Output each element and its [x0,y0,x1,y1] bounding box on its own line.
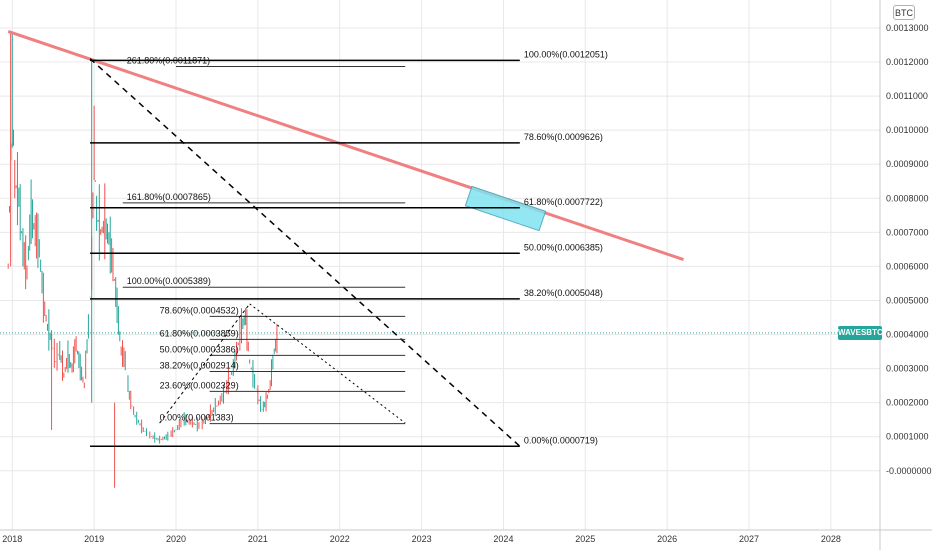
grid-layer [0,0,880,530]
time-tick-label: 2019 [84,534,104,544]
fib-level-label: 0.00%(0.0000719) [524,435,598,445]
fib-extension-label: 100.00%(0.0005389) [127,276,211,286]
time-tick-label: 2026 [657,534,677,544]
time-tick-label: 2027 [739,534,759,544]
trendline[interactable] [7,29,685,262]
small-fib-label: 0.00%(0.0001383) [160,413,234,423]
time-tick-label: 2020 [166,534,186,544]
small-fib-label: 23.60%(0.0002329) [160,380,239,390]
time-tick-label: 2028 [821,534,841,544]
small-fib-label: 61.80%(0.0003859) [160,328,239,338]
fib-extension-label: 261.80%(0.0011871) [127,55,210,65]
fib-level-label: 50.00%(0.0006385) [524,242,603,252]
fib-level-label: 38.20%(0.0005048) [524,288,603,298]
fib-level-label: 61.80%(0.0007722) [524,197,603,207]
price-tick-label: 0.0004000 [886,330,929,340]
price-tick-label: 0.0007000 [886,227,929,237]
time-tick-label: 2025 [575,534,595,544]
time-tick-label: 2021 [248,534,268,544]
price-tick-label: 0.0005000 [886,295,929,305]
price-tick-label: 0.0012000 [886,57,929,67]
time-tick-label: 2018 [2,534,22,544]
fib-level-label: 78.60%(0.0009626) [524,132,603,142]
price-tick-label: 0.0008000 [886,193,929,203]
price-tick-label: 0.0011000 [886,91,928,101]
time-tick-label: 2022 [330,534,350,544]
time-tick-label: 2023 [412,534,432,544]
price-tick-label: 0.0001000 [886,432,929,442]
small-fib-label: 50.00%(0.0003386) [160,344,239,354]
fib-extension-label: 161.80%(0.0007865) [127,192,211,202]
price-tick-label: 0.0010000 [886,125,929,135]
small-fib-leg[interactable] [159,303,251,424]
time-tick-label: 2024 [493,534,513,544]
drawing-tools-layer[interactable]: 100.00%(0.0012051) 78.60%(0.0009626) 61.80… [7,29,685,448]
current-price-tag[interactable]: WAVESBTC [838,325,883,340]
price-series [0,31,880,488]
small-fib-label: 38.20%(0.0002914) [160,361,239,371]
price-tick-label: -0.0000000 [886,466,932,476]
fib-trend-leg[interactable] [89,58,521,447]
price-tick-label: 0.0013000 [886,23,929,33]
small-fib-label: 78.60%(0.0004532) [160,305,239,315]
price-tick-label: 0.0009000 [886,159,929,169]
fib-level-label: 100.00%(0.0012051) [524,49,608,59]
price-tick-label: 0.0006000 [886,261,929,271]
price-tick-label: 0.0002000 [886,398,929,408]
price-tick-label: 0.0003000 [886,364,929,374]
currency-badge[interactable]: BTC [893,5,915,20]
